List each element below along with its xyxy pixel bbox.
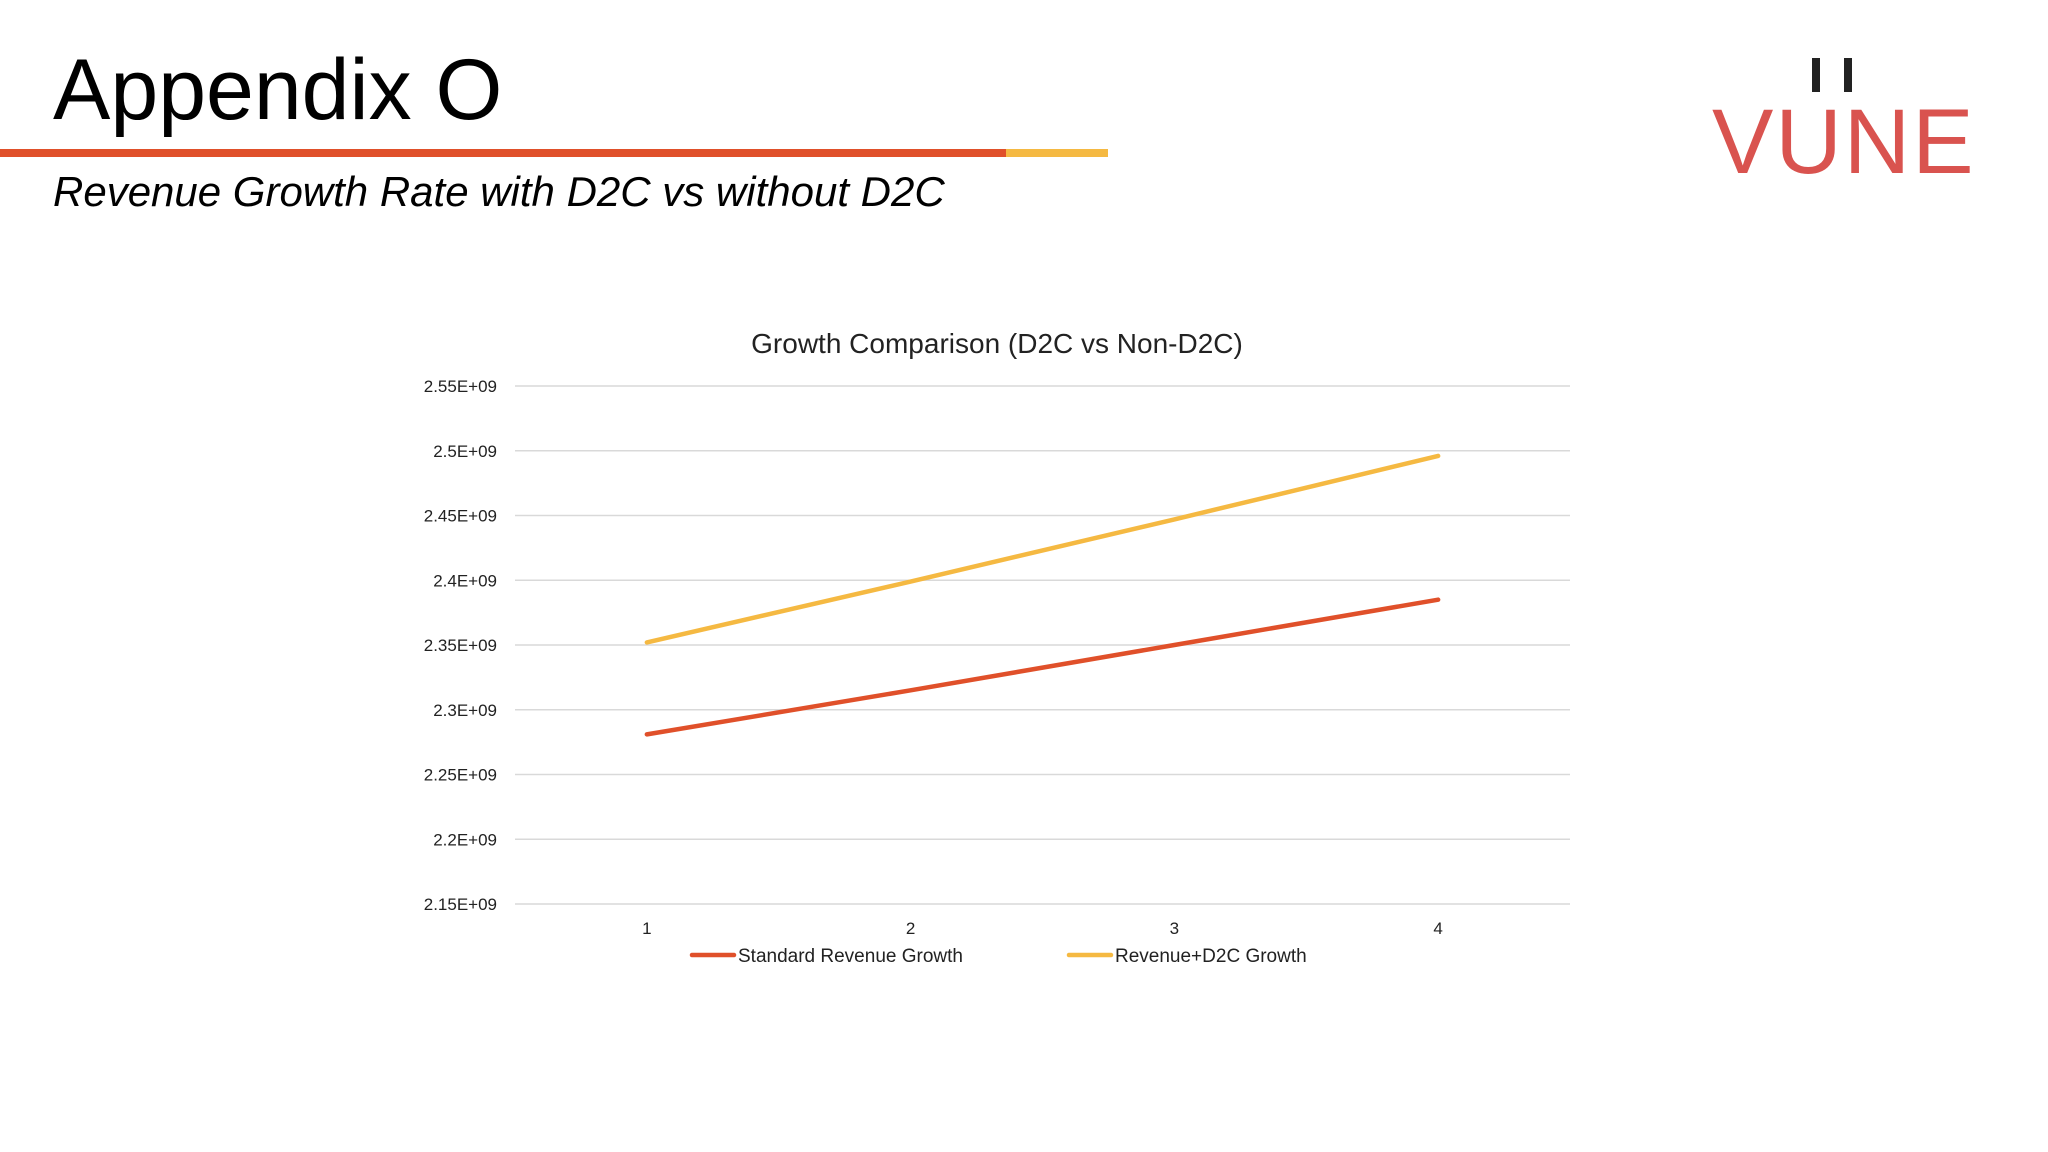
x-tick-label: 3 bbox=[1170, 919, 1179, 938]
y-tick-label: 2.25E+09 bbox=[424, 766, 497, 785]
chart-legend: Standard Revenue Growth Revenue+D2C Growt… bbox=[689, 946, 1307, 967]
chart-svg: Growth Comparison (D2C vs Non-D2C) 2.15E… bbox=[424, 328, 1570, 967]
series-line-2 bbox=[644, 453, 1441, 645]
chart-title: Growth Comparison (D2C vs Non-D2C) bbox=[751, 328, 1243, 359]
y-tick-label: 2.35E+09 bbox=[424, 636, 497, 655]
y-tick-label: 2.3E+09 bbox=[433, 701, 497, 720]
title-underline-primary bbox=[0, 149, 1006, 157]
x-tick-label: 1 bbox=[642, 919, 651, 938]
legend-label-1: Standard Revenue Growth bbox=[738, 946, 963, 967]
slide-title: Appendix O bbox=[53, 42, 503, 138]
x-tick-label: 4 bbox=[1433, 919, 1442, 938]
y-axis-tick-labels: 2.15E+09 2.2E+09 2.25E+09 2.3E+09 2.35E+09 2.… bbox=[424, 377, 497, 914]
grid-lines bbox=[515, 385, 1570, 905]
legend-label-2: Revenue+D2C Growth bbox=[1115, 946, 1307, 967]
y-tick-label: 2.4E+09 bbox=[433, 571, 497, 590]
series-line-1 bbox=[644, 597, 1441, 737]
logo-text: VUNE bbox=[1712, 91, 1976, 193]
logo-mark-left bbox=[1812, 58, 1820, 92]
title-underline-secondary bbox=[1006, 149, 1108, 157]
x-axis-tick-labels: 1 2 3 4 bbox=[642, 919, 1443, 938]
growth-comparison-chart: Growth Comparison (D2C vs Non-D2C) 2.15E… bbox=[380, 310, 1600, 980]
chart-series bbox=[644, 453, 1441, 737]
slide-subtitle: Revenue Growth Rate with D2C vs without … bbox=[53, 168, 945, 215]
y-tick-label: 2.55E+09 bbox=[424, 377, 497, 396]
x-tick-label: 2 bbox=[906, 919, 915, 938]
y-tick-label: 2.2E+09 bbox=[433, 830, 497, 849]
company-logo: VUNE bbox=[1700, 50, 1980, 192]
logo-mark-right bbox=[1844, 58, 1852, 92]
y-tick-label: 2.45E+09 bbox=[424, 507, 497, 526]
y-tick-label: 2.5E+09 bbox=[433, 442, 497, 461]
y-tick-label: 2.15E+09 bbox=[424, 895, 497, 914]
